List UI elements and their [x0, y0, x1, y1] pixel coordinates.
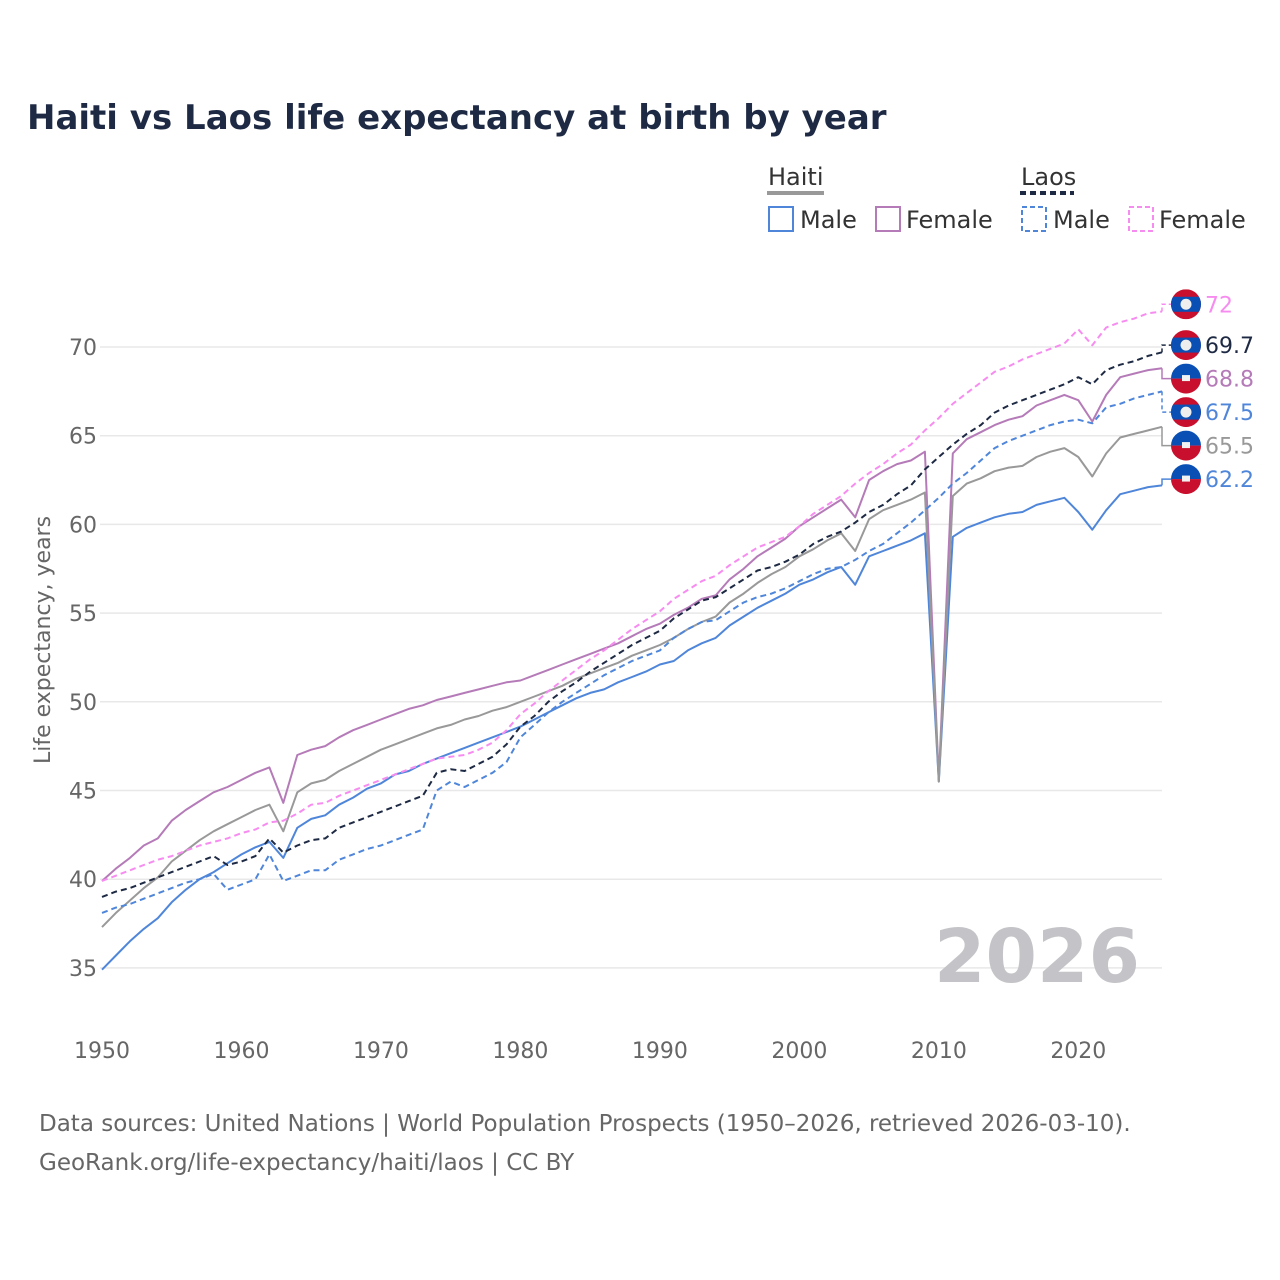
- laos-flag-icon: [1171, 289, 1201, 320]
- legend-haiti-female-swatch: [875, 206, 901, 232]
- flag-red: [1171, 479, 1201, 495]
- y-tick-40: 40: [69, 868, 97, 893]
- end-value-haiti-female: 68.8: [1205, 368, 1254, 393]
- x-tick-1950: 1950: [74, 1039, 130, 1064]
- legend: Haiti Male Female Laos Male Female: [767, 163, 1246, 234]
- end-label-haiti-total: 65.5: [1161, 426, 1254, 461]
- series-haiti-total: [101, 425, 1163, 928]
- grid: [100, 346, 1162, 969]
- haiti-flag-icon: [1171, 464, 1201, 495]
- year-watermark: 2026: [934, 914, 1140, 1000]
- end-value-laos-male: 67.5: [1205, 401, 1254, 426]
- x-axis-ticks: 1950 1960 1970 1980 1990 2000 2010 2020: [74, 1039, 1106, 1064]
- y-tick-70: 70: [69, 336, 97, 361]
- x-tick-2020: 2020: [1050, 1039, 1106, 1064]
- series-laos-female: [101, 310, 1163, 882]
- end-label-laos-female: 72: [1161, 289, 1233, 320]
- connector-laos-male: [1161, 391, 1171, 413]
- end-label-haiti-female: 68.8: [1161, 363, 1254, 394]
- y-tick-60: 60: [69, 513, 97, 538]
- chart-title: Haiti vs Laos life expectancy at birth b…: [27, 98, 887, 138]
- end-value-laos-female: 72: [1205, 293, 1233, 318]
- connector-laos-total: [1161, 344, 1171, 353]
- series-lines: [101, 310, 1163, 971]
- y-axis-ticks: 35 40 45 50 55 60 65 70: [69, 336, 97, 982]
- series-laos-male: [101, 390, 1163, 914]
- legend-haiti-male[interactable]: Male: [800, 206, 857, 234]
- legend-laos-male[interactable]: Male: [1053, 206, 1110, 234]
- end-label-laos-male: 67.5: [1161, 391, 1254, 428]
- flag-red: [1171, 378, 1201, 394]
- end-label-haiti-male: 62.2: [1161, 464, 1254, 495]
- legend-laos-female-swatch: [1128, 206, 1154, 232]
- y-tick-45: 45: [69, 780, 97, 805]
- legend-laos-female[interactable]: Female: [1159, 206, 1246, 234]
- laos-flag-icon: [1171, 397, 1201, 428]
- flag-red: [1171, 445, 1201, 461]
- flag-emblem: [1182, 475, 1190, 482]
- legend-group-haiti: Haiti: [768, 163, 824, 191]
- x-tick-2010: 2010: [911, 1039, 967, 1064]
- x-tick-1990: 1990: [632, 1039, 688, 1064]
- footer-sources: Data sources: United Nations | World Pop…: [39, 1111, 1131, 1137]
- x-tick-2000: 2000: [771, 1039, 827, 1064]
- y-tick-50: 50: [69, 691, 97, 716]
- flag-moon: [1180, 339, 1192, 351]
- connector-haiti-male: [1161, 478, 1171, 486]
- connector-haiti-female: [1161, 368, 1171, 380]
- x-tick-1970: 1970: [353, 1039, 409, 1064]
- series-haiti-male: [101, 484, 1163, 971]
- legend-haiti-male-swatch: [768, 206, 794, 232]
- flag-blue: [1171, 464, 1201, 480]
- x-tick-1960: 1960: [213, 1039, 269, 1064]
- y-tick-55: 55: [69, 602, 97, 627]
- series-haiti-female: [101, 367, 1163, 882]
- legend-group-laos: Laos: [1021, 163, 1076, 191]
- end-labels: 72 69.7 68.8 67.5 65.5 62.2: [1161, 289, 1254, 495]
- flag-emblem: [1182, 442, 1190, 449]
- end-label-laos-total: 69.7: [1161, 330, 1254, 361]
- end-value-laos-total: 69.7: [1205, 334, 1254, 359]
- laos-flag-icon: [1171, 330, 1201, 361]
- flag-moon: [1180, 406, 1192, 418]
- legend-laos-male-swatch: [1021, 206, 1047, 232]
- haiti-flag-icon: [1171, 430, 1201, 461]
- haiti-flag-icon: [1171, 363, 1201, 394]
- flag-blue: [1171, 363, 1201, 379]
- connector-haiti-total: [1161, 426, 1171, 447]
- series-laos-total: [101, 351, 1163, 898]
- flag-emblem: [1182, 375, 1190, 382]
- end-value-haiti-total: 65.5: [1205, 435, 1254, 460]
- end-value-haiti-male: 62.2: [1205, 468, 1254, 493]
- y-tick-35: 35: [69, 957, 97, 982]
- y-tick-65: 65: [69, 425, 97, 450]
- legend-haiti-female[interactable]: Female: [906, 206, 993, 234]
- flag-moon: [1180, 298, 1192, 310]
- flag-blue: [1171, 430, 1201, 446]
- y-axis-label: Life expectancy, years: [31, 516, 56, 764]
- footer-link[interactable]: GeoRank.org/life-expectancy/haiti/laos |…: [39, 1150, 575, 1176]
- x-tick-1980: 1980: [492, 1039, 548, 1064]
- connector-laos-female: [1161, 303, 1171, 312]
